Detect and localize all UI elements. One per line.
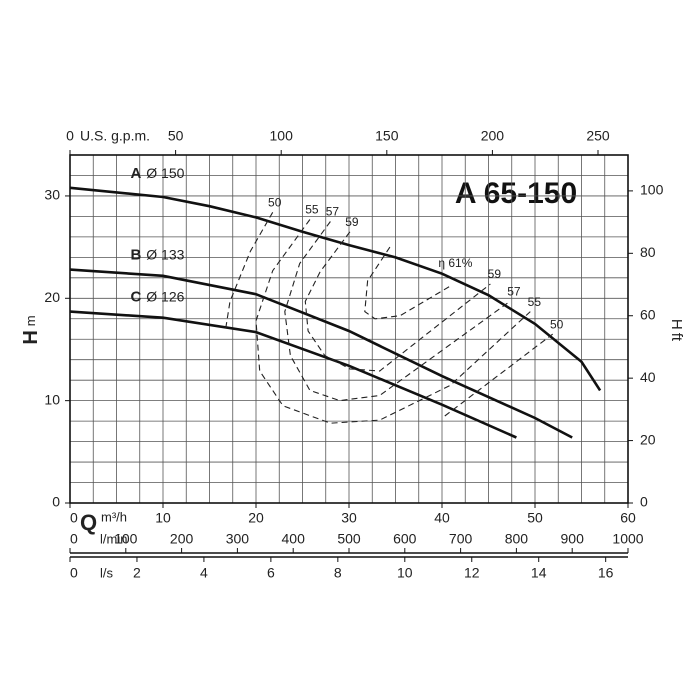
curve-diameter: Ø 133 xyxy=(146,246,184,262)
secondary-tick-label: 0 xyxy=(70,565,78,581)
lmin-axis-label: l/min xyxy=(100,531,127,546)
y2-tick-label: 20 xyxy=(640,431,656,447)
x-tick-label: 60 xyxy=(620,510,636,526)
secondary-tick-label: 4 xyxy=(200,565,208,581)
top-tick-label: 100 xyxy=(270,128,294,144)
efficiency-label: η 61% xyxy=(438,256,472,270)
efficiency-label: 50 xyxy=(550,317,564,331)
x-axis-symbol: Q xyxy=(80,510,97,535)
curve-letter: A xyxy=(130,165,141,182)
y2-tick-label: 100 xyxy=(640,182,664,198)
head-curve xyxy=(69,268,573,439)
efficiency-label: 59 xyxy=(345,215,359,229)
curve-label: A Ø 150 xyxy=(130,164,184,181)
secondary-tick-label: 300 xyxy=(226,531,250,547)
head-curve xyxy=(69,310,517,439)
secondary-tick-label: 0 xyxy=(70,531,78,547)
efficiency-label: 59 xyxy=(488,267,502,281)
x-tick-label: 10 xyxy=(155,510,171,526)
curve-label: C Ø 126 xyxy=(130,288,184,305)
ls-axis-label: l/s xyxy=(100,565,114,580)
secondary-tick-label: 6 xyxy=(267,565,275,581)
y-tick-label: 10 xyxy=(44,391,60,407)
secondary-tick-label: 700 xyxy=(449,531,473,547)
x-axis-unit: m³/h xyxy=(101,509,127,524)
efficiency-curve xyxy=(224,212,554,417)
top-axis-label: U.S. g.p.m. xyxy=(80,128,150,144)
efficiency-label: 57 xyxy=(507,285,521,299)
top-tick-label: 250 xyxy=(586,128,610,144)
y2-tick-label: 0 xyxy=(640,494,648,510)
y-tick-label: 20 xyxy=(44,289,60,305)
curve-diameter: Ø 150 xyxy=(146,164,184,180)
y-tick-label: 30 xyxy=(44,187,60,203)
efficiency-curve xyxy=(255,219,531,424)
x-tick-label: 0 xyxy=(70,510,78,526)
secondary-tick-label: 600 xyxy=(393,531,417,547)
secondary-tick-label: 100 xyxy=(114,531,138,547)
top-tick-label: 150 xyxy=(375,128,399,144)
top-tick-label: 50 xyxy=(168,128,184,144)
y2-tick-label: 40 xyxy=(640,369,656,385)
efficiency-curve xyxy=(364,246,451,320)
secondary-tick-label: 200 xyxy=(170,531,194,547)
curve-diameter: Ø 126 xyxy=(146,288,184,304)
secondary-tick-label: 12 xyxy=(464,565,480,581)
efficiency-label: 50 xyxy=(268,195,282,209)
y-axis-label: Hm xyxy=(20,315,42,344)
y2-tick-label: 80 xyxy=(640,244,656,260)
y-tick-label: 0 xyxy=(52,494,60,510)
top-tick-label: 200 xyxy=(481,128,505,144)
secondary-tick-label: 900 xyxy=(561,531,585,547)
secondary-tick-label: 1000 xyxy=(612,531,643,547)
y2-tick-label: 60 xyxy=(640,306,656,322)
x-tick-label: 30 xyxy=(341,510,357,526)
secondary-tick-label: 10 xyxy=(397,565,413,581)
y2-axis-unit: ft xyxy=(668,333,685,342)
efficiency-curve xyxy=(284,221,511,402)
top-tick-label: 0 xyxy=(66,128,74,144)
y-axis-unit: m xyxy=(23,315,38,326)
curve-label: B Ø 133 xyxy=(130,246,184,263)
y2-axis-symbol: H xyxy=(668,319,685,330)
efficiency-curve xyxy=(304,231,491,372)
secondary-tick-label: 800 xyxy=(505,531,529,547)
x-tick-label: 50 xyxy=(527,510,543,526)
efficiency-label: 57 xyxy=(326,205,340,219)
curve-letter: B xyxy=(130,247,141,264)
secondary-tick-label: 500 xyxy=(337,531,361,547)
x-tick-label: 20 xyxy=(248,510,264,526)
secondary-tick-label: 14 xyxy=(531,565,547,581)
secondary-tick-label: 8 xyxy=(334,565,342,581)
y2-axis-label: Hft xyxy=(668,319,685,342)
efficiency-label: 55 xyxy=(305,203,319,217)
secondary-tick-label: 2 xyxy=(133,565,141,581)
curve-letter: C xyxy=(130,289,141,306)
head-curve xyxy=(69,186,602,392)
secondary-tick-label: 16 xyxy=(598,565,614,581)
efficiency-label: 55 xyxy=(528,295,542,309)
x-tick-label: 40 xyxy=(434,510,450,526)
secondary-tick-label: 400 xyxy=(282,531,306,547)
chart-title: A 65-150 xyxy=(455,177,577,210)
y-axis-symbol: H xyxy=(20,330,42,344)
